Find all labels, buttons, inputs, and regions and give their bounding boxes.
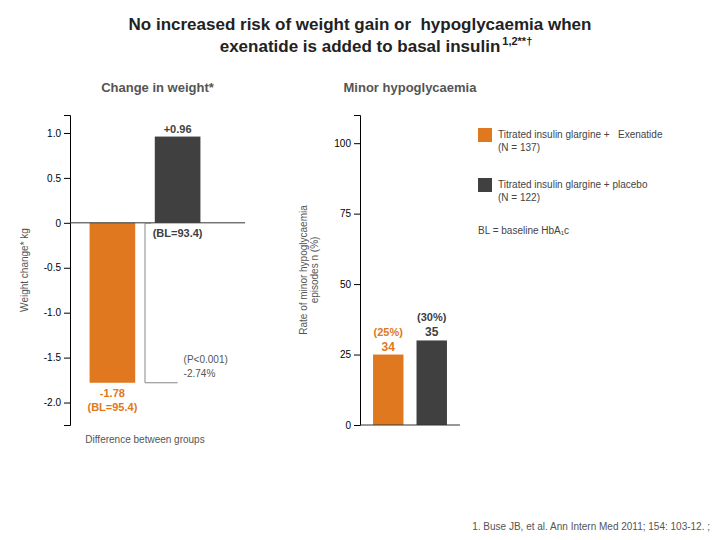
data-label: +0.96 <box>164 123 192 135</box>
y-tick-mark <box>64 178 70 179</box>
y-axis-line <box>64 116 71 426</box>
difference-bracket <box>145 223 178 383</box>
y-tick-mark <box>354 143 360 144</box>
legend-entry-line: Titrated insulin glargine + placebo <box>498 179 648 190</box>
y-tick: -1.0 <box>44 307 70 318</box>
chart-page: No increased risk of weight gain or hypo… <box>0 0 720 540</box>
y-tick-mark <box>64 358 70 359</box>
y-axis-title: Rate of minor hypoglycaemiaepisodes n (%… <box>298 205 320 335</box>
legend-entry: Titrated insulin glargine + placebo (N = … <box>498 179 648 203</box>
data-label: (30%) <box>417 311 447 323</box>
difference-value: -2.74% <box>184 368 216 379</box>
y-axis: 0 25 50 75 100 <box>334 116 360 431</box>
chart-title: Minor hypoglycaemia <box>344 80 478 95</box>
y-tick: -0.5 <box>44 262 70 273</box>
y-tick-mark <box>354 214 360 215</box>
legend-entry-line: (N = 122) <box>498 192 540 203</box>
bars <box>90 137 201 383</box>
y-tick-label: -0.5 <box>44 262 62 273</box>
y-tick-mark <box>64 313 70 314</box>
bar <box>155 137 201 223</box>
y-axis-line <box>354 116 361 426</box>
y-tick: 0 <box>55 218 70 229</box>
title-line: exenatide is added to basal insulin <box>220 37 501 56</box>
zero-line <box>70 222 245 223</box>
data-label: -1.78 <box>100 387 125 399</box>
bar <box>90 223 136 383</box>
y-tick: -2.0 <box>44 397 70 408</box>
y-tick-label: 100 <box>334 138 351 149</box>
y-tick-label: 50 <box>340 279 352 290</box>
count-label: 34 <box>382 340 396 354</box>
y-tick: 1.0 <box>47 128 70 139</box>
title: No increased risk of weight gain or hypo… <box>129 15 592 56</box>
title-line: No increased risk of weight gain or hypo… <box>129 15 592 34</box>
data-label: (25%) <box>374 326 404 338</box>
baseline-note: (BL=93.4) <box>153 227 203 239</box>
title-superscript: 1,2**† <box>502 35 532 47</box>
y-tick-mark <box>64 268 70 269</box>
chart-title: Change in weight* <box>101 80 215 95</box>
y-tick: 50 <box>340 279 360 290</box>
y-tick-mark <box>354 355 360 356</box>
difference-caption: Difference between groups <box>85 434 204 445</box>
y-axis-title-line: Weight change* kg <box>19 228 30 312</box>
legend: Titrated insulin glargine + Exenatide (N … <box>478 128 663 203</box>
y-tick: 100 <box>334 138 360 149</box>
count-label: 35 <box>425 325 439 339</box>
legend-entry: Titrated insulin glargine + Exenatide (N … <box>498 129 663 153</box>
y-tick-label: 0 <box>345 420 351 431</box>
y-axis: -2.0 -1.5 -1.0 -0.5 0 0.5 1.0 <box>44 116 71 426</box>
y-tick-label: -1.0 <box>44 307 62 318</box>
y-tick: 0.5 <box>47 173 70 184</box>
y-axis-title-line: episodes n (%) <box>309 237 320 304</box>
y-tick-mark <box>64 403 70 404</box>
y-tick-label: 1.0 <box>47 128 61 139</box>
y-tick-mark <box>64 133 70 134</box>
y-tick-mark <box>64 223 70 224</box>
legend-swatch <box>478 128 492 142</box>
y-tick-label: -1.5 <box>44 352 62 363</box>
bar <box>373 355 403 425</box>
y-axis-title-line: Rate of minor hypoglycaemia <box>298 205 309 335</box>
y-tick-mark <box>354 425 360 426</box>
legend-note: BL = baseline HbA₁c <box>478 225 569 236</box>
y-tick-label: 75 <box>340 208 352 219</box>
y-tick: 75 <box>340 208 360 219</box>
y-tick: 0 <box>345 420 360 431</box>
footer: 1. Buse JB, et al. Ann Intern Med 2011; … <box>472 521 710 532</box>
y-tick-label: 25 <box>340 349 352 360</box>
legend-swatch <box>478 178 492 192</box>
bars <box>373 340 447 425</box>
bracket-end <box>145 223 151 224</box>
y-tick-label: 0.5 <box>47 173 61 184</box>
bar <box>417 340 447 425</box>
y-tick: -1.5 <box>44 352 70 363</box>
y-tick-mark <box>354 284 360 285</box>
y-tick-label: -2.0 <box>44 397 62 408</box>
baseline-note: (BL=95.4) <box>87 401 137 413</box>
bracket-horizontal <box>145 382 178 383</box>
y-tick-label: 0 <box>55 218 61 229</box>
legend-entry-line: (N = 137) <box>498 142 540 153</box>
bracket-vertical <box>145 223 146 383</box>
zero-line <box>360 425 460 426</box>
legend-entry-line: Titrated insulin glargine + Exenatide <box>498 129 663 140</box>
y-axis-title: Weight change* kg <box>19 228 30 312</box>
y-tick: 25 <box>340 349 360 360</box>
p-value: (P<0.001) <box>184 354 228 365</box>
